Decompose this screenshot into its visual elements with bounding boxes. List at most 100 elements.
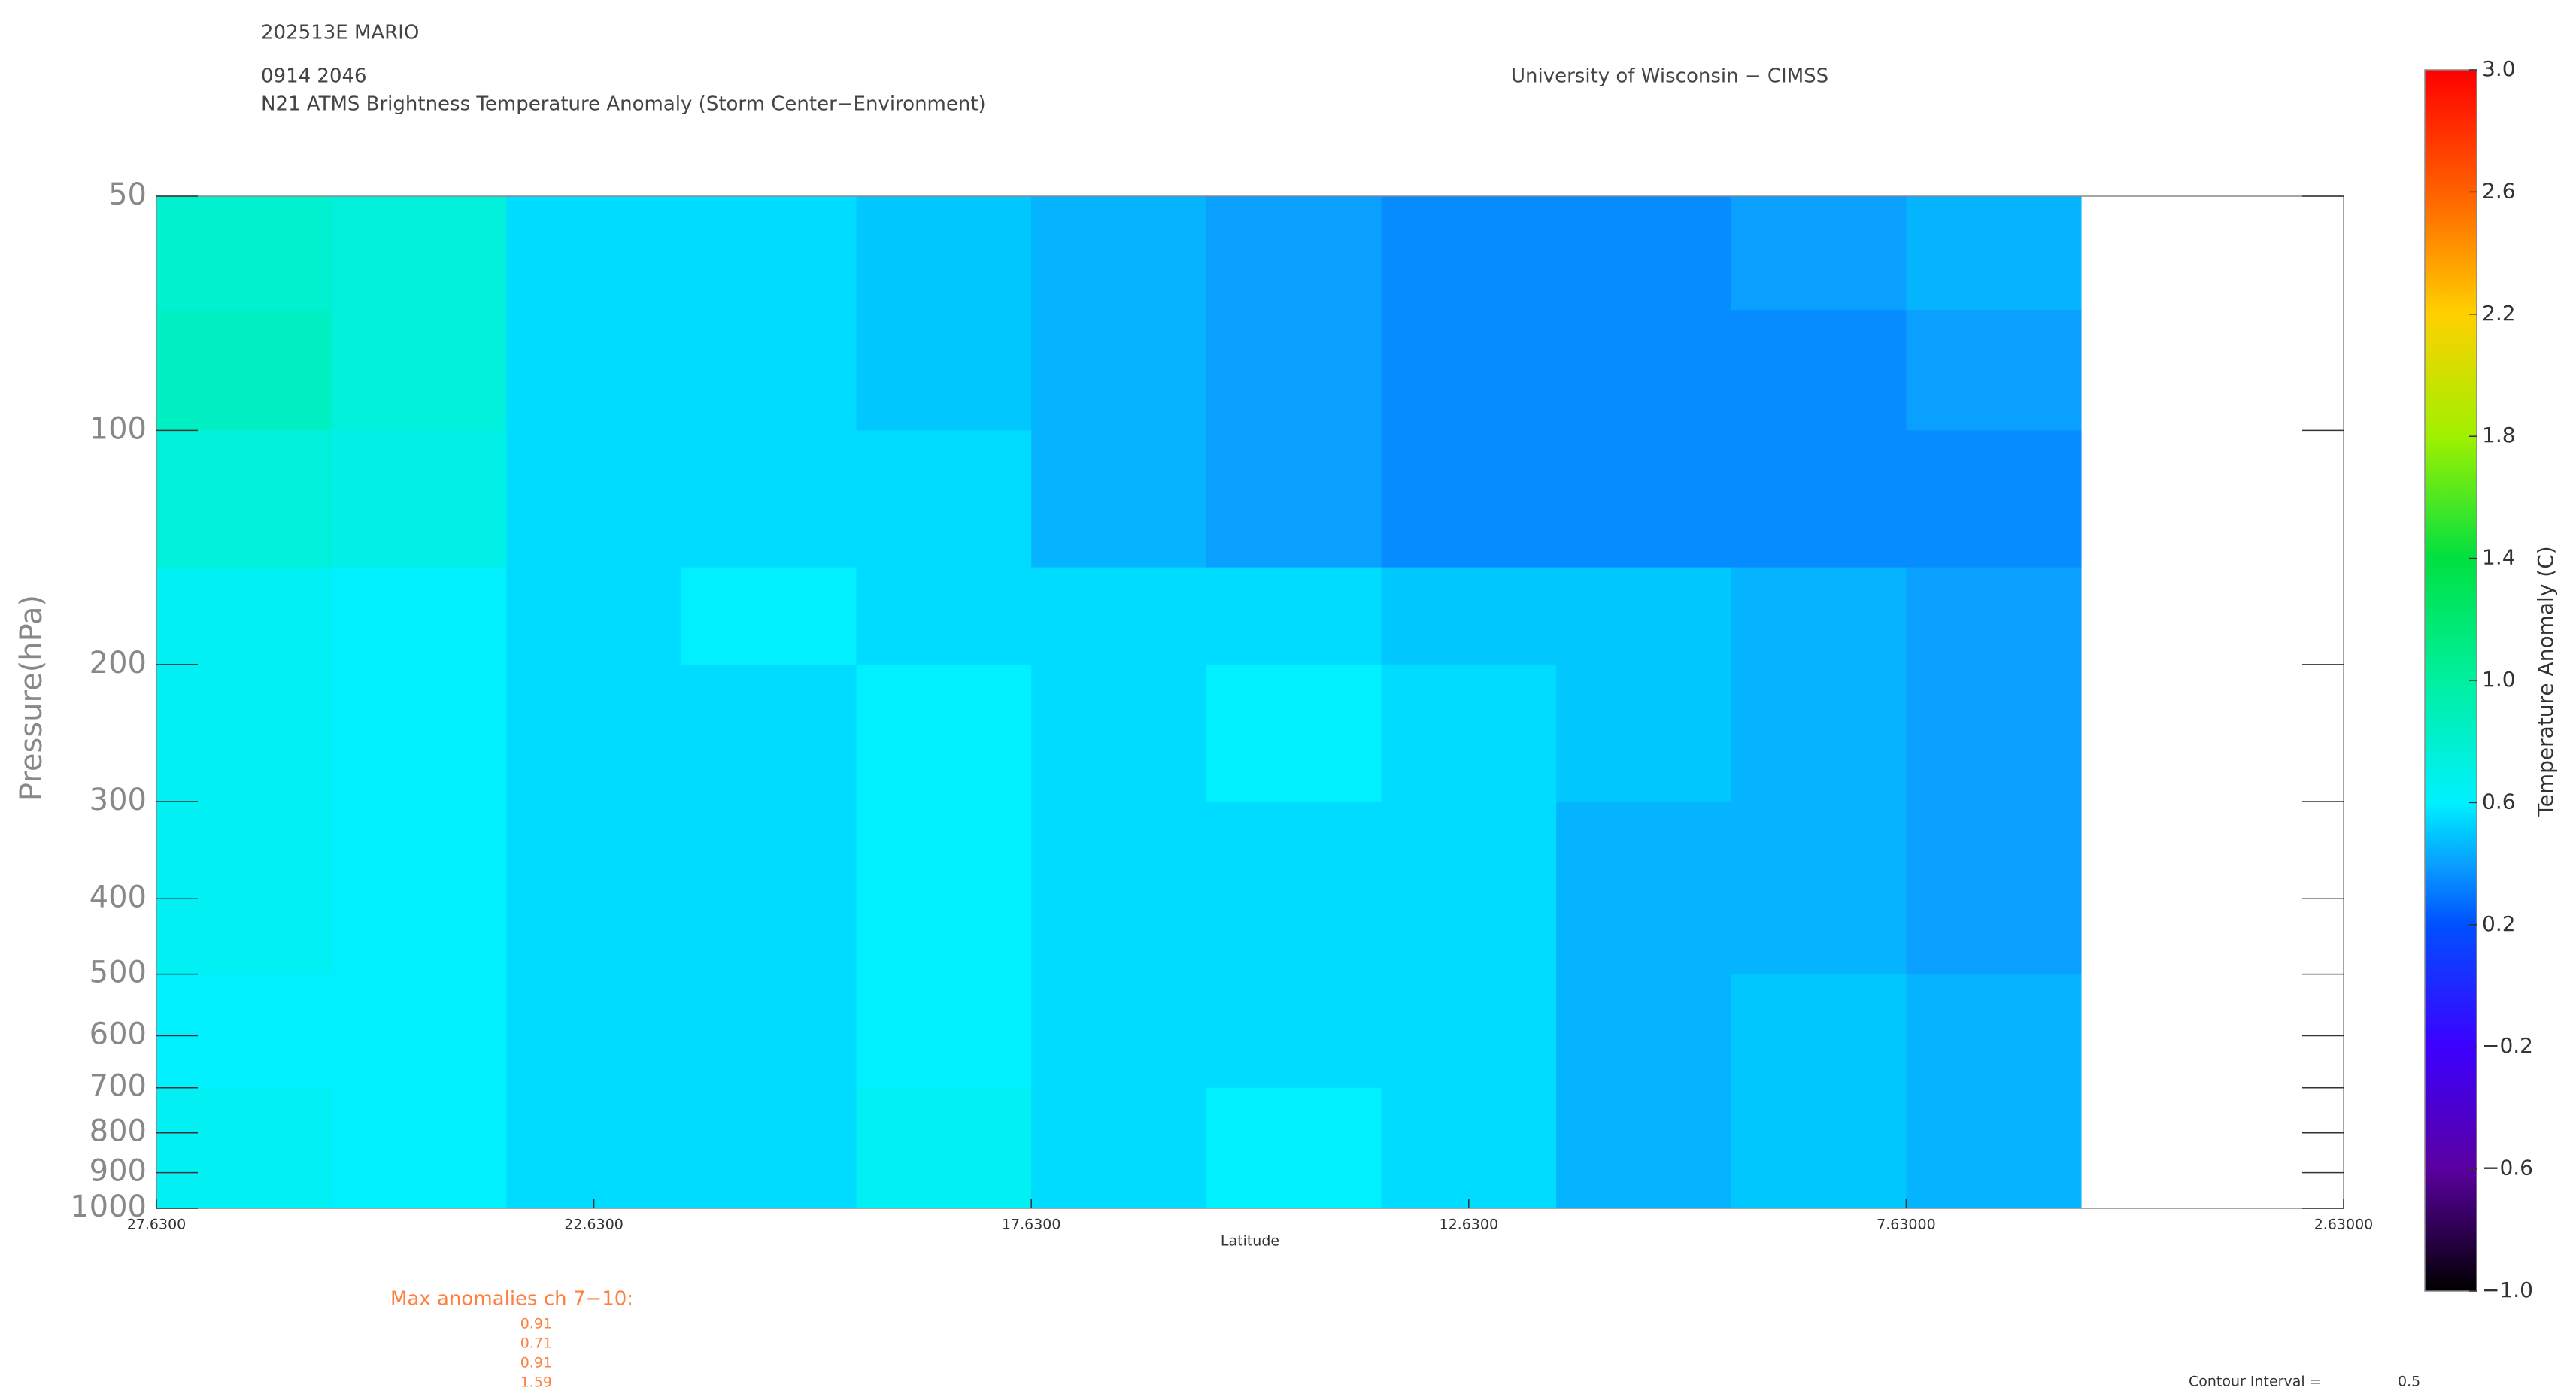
max-anomaly: 0.91 bbox=[520, 1316, 552, 1332]
contour-cell bbox=[856, 196, 1032, 311]
colorbar-tick-label: −1.0 bbox=[2482, 1277, 2533, 1302]
contour-cell bbox=[1906, 664, 2082, 802]
contour-cell bbox=[1906, 974, 2082, 1089]
x-axis-label: Latitude bbox=[1221, 1233, 1279, 1250]
y-tick-label: 50 bbox=[108, 177, 147, 212]
contour-cell bbox=[331, 664, 507, 802]
contour-cell bbox=[1381, 310, 1557, 431]
contour-cell bbox=[1906, 430, 2082, 568]
contour-cell bbox=[1206, 974, 1382, 1089]
contour-cell bbox=[1731, 802, 1907, 975]
colorbar-tick-label: 2.2 bbox=[2482, 301, 2516, 326]
contour-cell bbox=[856, 802, 1032, 975]
contour-interval: 0.5 bbox=[2398, 1374, 2420, 1390]
colorbar-tick-label: 1.8 bbox=[2482, 423, 2516, 447]
contour-cell bbox=[156, 310, 332, 431]
title: 202513E MARIO bbox=[261, 22, 419, 44]
contour-cell bbox=[1031, 567, 1207, 665]
y-tick-label: 500 bbox=[90, 956, 147, 990]
contour-cell bbox=[1381, 196, 1557, 311]
contour-cell bbox=[331, 974, 507, 1089]
max-anomaly: 0.71 bbox=[520, 1335, 552, 1352]
contour-cell bbox=[506, 1087, 682, 1209]
contour-cell bbox=[506, 802, 682, 975]
description: N21 ATMS Brightness Temperature Anomaly … bbox=[261, 93, 986, 116]
colorbar-tick-label: 0.2 bbox=[2482, 911, 2516, 936]
contour-cell bbox=[681, 974, 857, 1089]
max-anomaly: 1.59 bbox=[520, 1374, 552, 1391]
contour-cell bbox=[1731, 196, 1907, 311]
contour-interval-label: Contour Interval = bbox=[2189, 1374, 2322, 1390]
contour-cell bbox=[331, 430, 507, 568]
contour-cell bbox=[1381, 430, 1557, 568]
contour-cell bbox=[1206, 664, 1382, 802]
contour-cell bbox=[681, 430, 857, 568]
contour-cell bbox=[1906, 567, 2082, 665]
y-axis-label: Pressure(hPa) bbox=[14, 595, 49, 801]
subtitle: 0914 2046 bbox=[261, 65, 367, 88]
y-tick-label: 900 bbox=[90, 1154, 147, 1189]
colorbar-tick-label: 2.6 bbox=[2482, 178, 2516, 203]
contour-cell bbox=[1556, 567, 1732, 665]
max-anomalies-label: Max anomalies ch 7−10: bbox=[390, 1288, 633, 1311]
max-anomaly: 0.91 bbox=[520, 1355, 552, 1371]
contour-cell bbox=[156, 664, 332, 802]
contour-cell bbox=[156, 567, 332, 665]
contour-cell bbox=[1206, 196, 1382, 311]
y-tick-label: 300 bbox=[90, 783, 147, 817]
plot-frame bbox=[156, 195, 2344, 1209]
contour-cell bbox=[1731, 567, 1907, 665]
contour-cell bbox=[1556, 430, 1732, 568]
colorbar-tick-label: 0.6 bbox=[2482, 789, 2516, 814]
colorbar-tick-label: −0.2 bbox=[2482, 1033, 2533, 1058]
contour-cell bbox=[1556, 974, 1732, 1089]
contour-cell bbox=[156, 802, 332, 975]
contour-cell bbox=[1556, 1087, 1732, 1209]
contour-cell bbox=[1731, 430, 1907, 568]
contour-cell bbox=[681, 664, 857, 802]
colorbar-tick-label: −0.6 bbox=[2482, 1156, 2533, 1180]
contour-cell bbox=[681, 196, 857, 311]
contour-cell bbox=[1381, 802, 1557, 975]
x-tick-label: 2.63000 bbox=[2314, 1217, 2374, 1233]
y-tick-label: 200 bbox=[90, 646, 147, 680]
y-tick-label: 1000 bbox=[70, 1189, 147, 1224]
colorbar-label: Temperature Anomaly (C) bbox=[2533, 546, 2558, 817]
contour-cell bbox=[1381, 974, 1557, 1089]
contour-cell bbox=[1031, 802, 1207, 975]
contour-cell bbox=[856, 430, 1032, 568]
colorbar bbox=[2424, 69, 2477, 1292]
contour-cell bbox=[1381, 567, 1557, 665]
contour-cell bbox=[506, 196, 682, 311]
contour-cell bbox=[156, 974, 332, 1089]
x-tick-label: 22.6300 bbox=[564, 1217, 624, 1233]
contour-cell bbox=[856, 310, 1032, 431]
contour-cell bbox=[331, 310, 507, 431]
contour-cell bbox=[1031, 196, 1207, 311]
contour-cell bbox=[1906, 1087, 2082, 1209]
contour-cell bbox=[1731, 974, 1907, 1089]
contour-cell bbox=[506, 310, 682, 431]
contour-cell bbox=[1556, 196, 1732, 311]
contour-cell bbox=[506, 567, 682, 665]
y-tick-label: 100 bbox=[90, 411, 147, 446]
contour-cell bbox=[156, 430, 332, 568]
contour-cell bbox=[856, 1087, 1032, 1209]
contour-cell bbox=[681, 567, 857, 665]
x-tick-label: 27.6300 bbox=[127, 1217, 187, 1233]
contour-cell bbox=[156, 196, 332, 311]
contour-cell bbox=[856, 974, 1032, 1089]
contour-cell bbox=[1906, 802, 2082, 975]
contour-cell bbox=[1206, 1087, 1382, 1209]
contour-cell bbox=[856, 567, 1032, 665]
contour-cell bbox=[506, 664, 682, 802]
contour-cell bbox=[1731, 1087, 1907, 1209]
x-tick-label: 17.6300 bbox=[1002, 1217, 1061, 1233]
contour-cell bbox=[1206, 567, 1382, 665]
y-tick-label: 400 bbox=[90, 880, 147, 914]
contour-cell bbox=[506, 974, 682, 1089]
contour-cell bbox=[1556, 802, 1732, 975]
y-tick-label: 800 bbox=[90, 1114, 147, 1149]
x-tick-label: 7.63000 bbox=[1877, 1217, 1936, 1233]
